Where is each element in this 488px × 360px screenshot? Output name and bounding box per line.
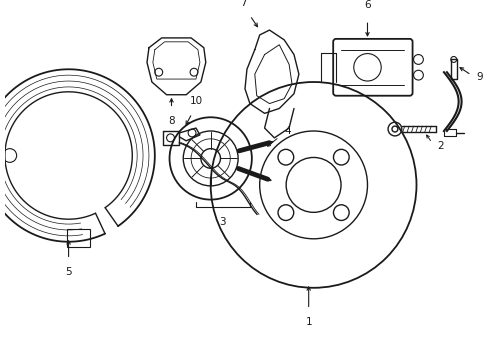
Text: 9: 9 [475,72,482,82]
Text: 8: 8 [168,116,174,126]
Text: 5: 5 [65,267,72,277]
Text: 7: 7 [239,0,246,8]
Text: 4: 4 [284,126,290,136]
Text: 6: 6 [364,0,370,10]
Text: 10: 10 [189,96,202,107]
Text: 3: 3 [219,217,226,227]
Text: 2: 2 [436,141,443,151]
Text: 1: 1 [305,317,311,327]
